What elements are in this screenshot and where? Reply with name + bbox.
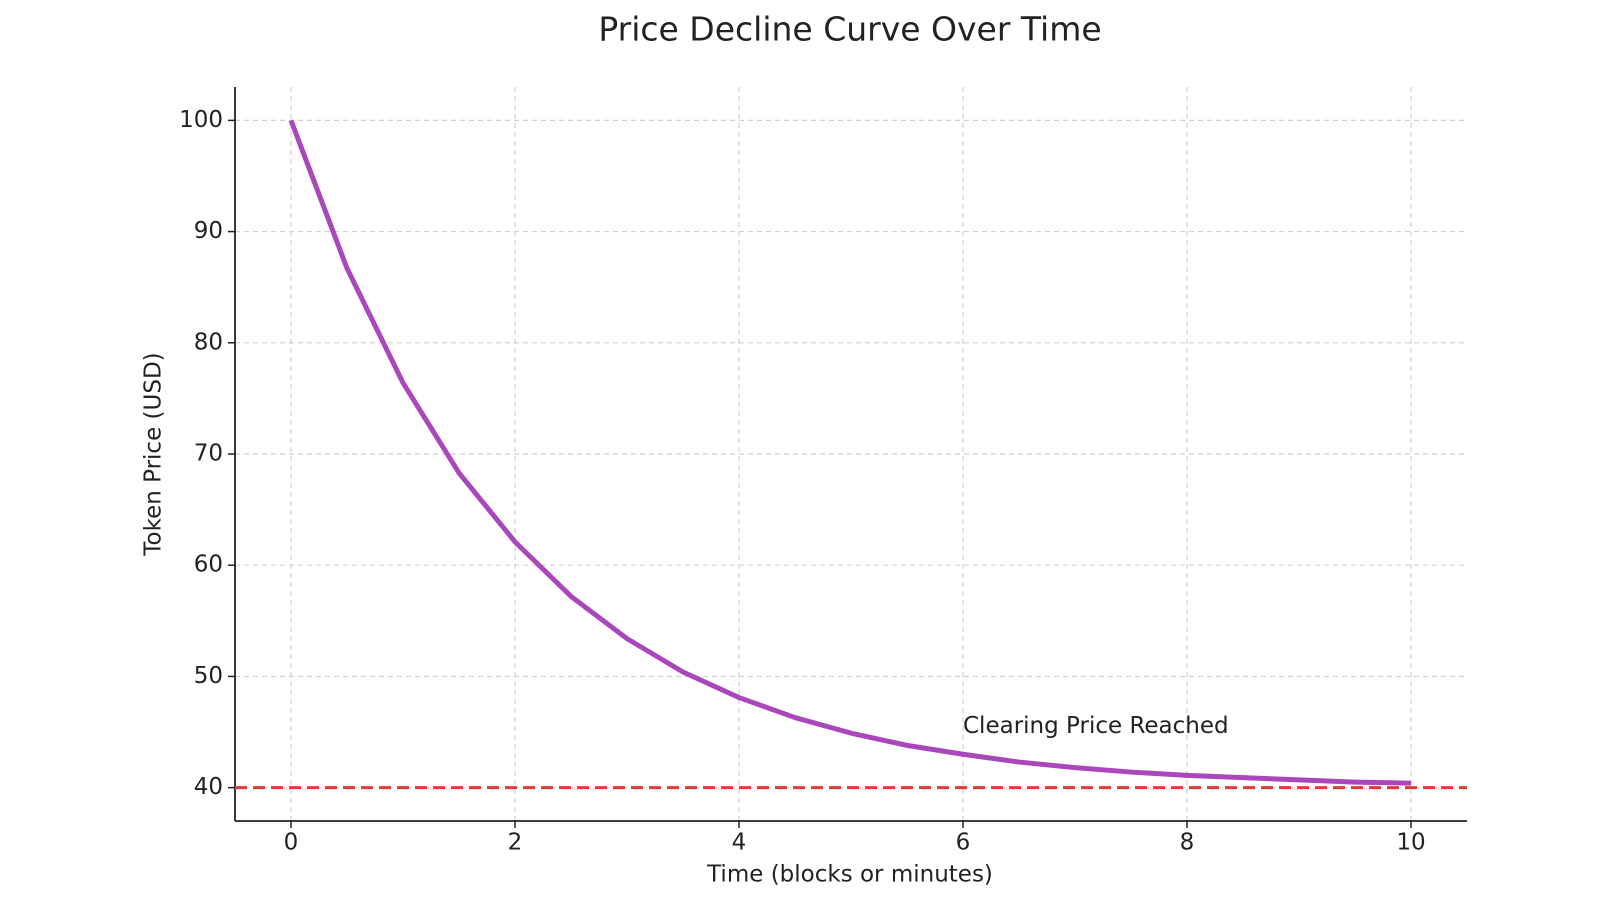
x-tick-label: 10 — [1396, 830, 1425, 856]
x-tick-label: 6 — [956, 830, 971, 856]
line-series — [288, 119, 1412, 786]
annotation: Clearing Price Reached — [963, 713, 1229, 739]
y-tick-label: 90 — [194, 218, 223, 244]
y-tick-label: 40 — [194, 774, 223, 800]
y-tick-label: 100 — [179, 107, 223, 133]
x-axis-label: Time (blocks or minutes) — [706, 862, 993, 888]
y-tick-label: 50 — [194, 663, 223, 689]
y-tick-label: 80 — [194, 329, 223, 355]
x-tick-label: 8 — [1180, 830, 1195, 856]
chart-title: Price Decline Curve Over Time — [598, 10, 1101, 49]
x-tick-label: 0 — [284, 830, 299, 856]
y-tick-label: 60 — [194, 552, 223, 578]
y-tick-label: 70 — [194, 441, 223, 467]
y-axis-label: Token Price (USD) — [141, 352, 167, 556]
x-tick-label: 2 — [508, 830, 523, 856]
x-tick-label: 4 — [732, 830, 747, 856]
